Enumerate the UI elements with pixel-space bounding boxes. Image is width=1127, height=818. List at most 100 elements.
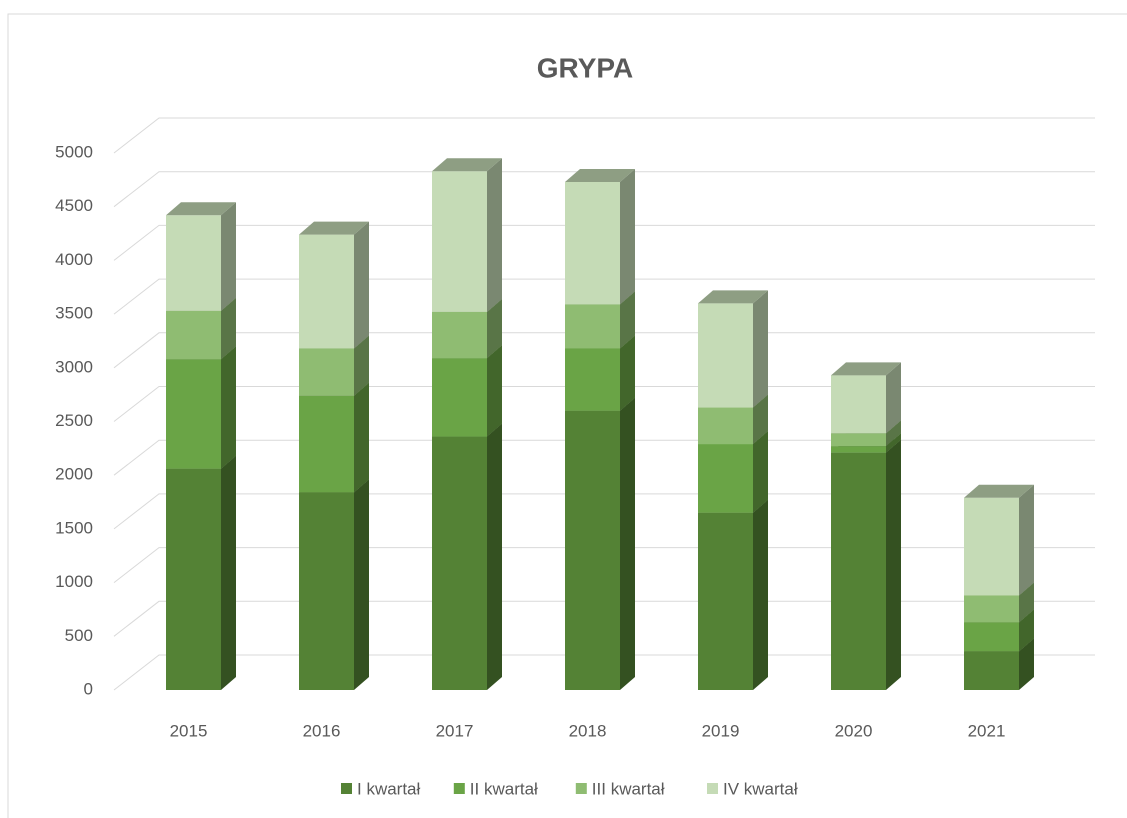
bar	[166, 359, 221, 469]
x-tick-label: 2019	[702, 721, 740, 740]
bar-side	[886, 439, 901, 690]
grid-line	[113, 439, 1095, 476]
bar-side	[753, 394, 768, 445]
y-tick-label: 2500	[55, 411, 93, 430]
bar	[166, 215, 221, 311]
bar-side	[221, 455, 236, 690]
bar	[565, 181, 620, 305]
bar	[299, 234, 354, 349]
y-tick-label: 5000	[55, 142, 93, 161]
bar	[964, 595, 1019, 623]
bar-side	[1019, 484, 1034, 596]
bar	[964, 651, 1019, 690]
bar-top	[299, 221, 369, 235]
x-tick-label: 2017	[436, 721, 474, 740]
bar	[166, 310, 221, 360]
x-tick-label: 2021	[968, 721, 1006, 740]
y-tick-label: 4500	[55, 196, 93, 215]
bar-side	[487, 158, 502, 312]
y-tick-label: 1500	[55, 518, 93, 537]
bar	[299, 492, 354, 690]
grid-line	[113, 278, 1095, 315]
bar-side	[620, 335, 635, 411]
legend-label: I kwartał	[357, 779, 421, 798]
bar	[299, 348, 354, 396]
bar	[432, 358, 487, 437]
bar-side	[620, 291, 635, 349]
grid-line	[113, 224, 1095, 261]
y-tick-label: 4000	[55, 250, 93, 269]
bar-top	[565, 168, 635, 182]
bar	[698, 407, 753, 445]
bar-side	[753, 290, 768, 408]
legend-label: III kwartał	[592, 779, 665, 798]
grid-line	[113, 117, 1095, 154]
x-tick-label: 2018	[569, 721, 607, 740]
legend-label: II kwartał	[470, 779, 538, 798]
bar-side	[354, 335, 369, 396]
bar-side	[487, 298, 502, 359]
legend-swatch	[575, 783, 587, 794]
bar	[698, 303, 753, 408]
grid-line	[113, 386, 1095, 422]
bar-side	[487, 423, 502, 690]
bar-side	[886, 362, 901, 434]
legend-swatch	[341, 783, 352, 794]
bar	[432, 311, 487, 359]
bar-side	[354, 479, 369, 690]
bar	[432, 436, 487, 690]
x-tick-label: 2020	[835, 721, 873, 740]
x-tick-label: 2015	[170, 721, 208, 740]
bar-side	[886, 433, 901, 453]
bar	[432, 171, 487, 312]
bar	[831, 452, 886, 690]
bar-side	[753, 499, 768, 690]
grid-line	[113, 654, 1095, 691]
bar	[565, 410, 620, 690]
bar-side	[487, 345, 502, 437]
legend-swatch	[707, 783, 718, 794]
bar-side	[753, 431, 768, 513]
chart-title: GRYPA	[537, 52, 633, 83]
bar	[698, 512, 753, 690]
bar-side	[1019, 582, 1034, 623]
y-tick-label: 500	[65, 626, 93, 645]
legend-label: IV kwartał	[723, 779, 798, 798]
bar	[698, 444, 753, 513]
x-tick-label: 2016	[303, 721, 341, 740]
bar-top	[166, 202, 236, 216]
grid-line	[113, 332, 1095, 369]
bar-side	[354, 382, 369, 493]
grid-line	[113, 600, 1095, 637]
bar	[831, 375, 886, 434]
bar	[964, 622, 1019, 652]
y-tick-label: 1000	[55, 572, 93, 591]
bar-side	[620, 168, 635, 305]
bar	[831, 433, 886, 447]
bar-top	[964, 484, 1034, 498]
bar	[166, 468, 221, 690]
y-tick-label: 0	[84, 679, 93, 698]
grid-line	[113, 493, 1095, 530]
y-tick-label: 2000	[55, 465, 93, 484]
bar-side	[221, 297, 236, 360]
bar-top	[831, 362, 901, 376]
bar	[299, 395, 354, 493]
bar-side	[354, 221, 369, 349]
bar-side	[620, 397, 635, 690]
bar-side	[1019, 609, 1034, 652]
y-tick-label: 3000	[55, 357, 93, 376]
bar-side	[221, 202, 236, 311]
bar-top	[698, 290, 768, 304]
grid-line	[113, 547, 1095, 583]
bar	[565, 304, 620, 349]
y-tick-label: 3500	[55, 304, 93, 323]
grid-line	[113, 171, 1095, 208]
bar	[964, 497, 1019, 596]
bar	[831, 446, 886, 453]
bar-side	[886, 420, 901, 447]
bar-side	[221, 346, 236, 469]
legend-swatch	[453, 783, 465, 794]
bar	[565, 348, 620, 411]
